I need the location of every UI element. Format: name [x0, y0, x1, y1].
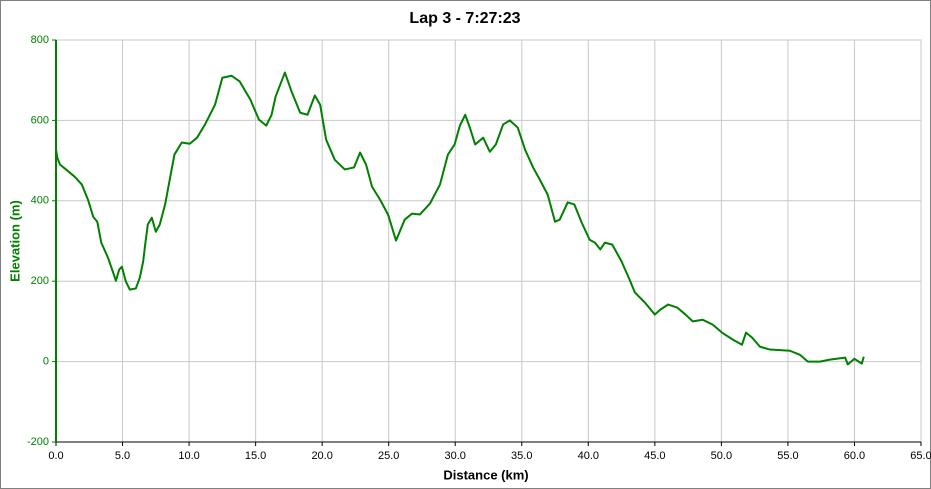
plot-area	[55, 39, 922, 443]
x-tick-label: 45.0	[644, 450, 665, 462]
y-tick-label: 600	[31, 114, 49, 126]
y-tick-label: -200	[27, 436, 49, 448]
y-tick-label: 400	[31, 195, 49, 207]
x-tick-label: 50.0	[711, 450, 732, 462]
x-tick-label: 65.0	[910, 450, 931, 462]
x-tick-label: 10.0	[178, 450, 199, 462]
x-tick-label: 30.0	[445, 450, 466, 462]
x-tick-label: 5.0	[115, 450, 130, 462]
x-axis-label: Distance (km)	[443, 467, 528, 482]
x-tick-label: 20.0	[311, 450, 332, 462]
y-axis-label: Elevation (m)	[7, 200, 22, 282]
x-tick-label: 55.0	[777, 450, 798, 462]
elevation-line	[55, 71, 865, 366]
y-tick-label: 0	[43, 356, 49, 368]
y-tick-label: 200	[31, 275, 49, 287]
y-tick-label: 800	[31, 34, 49, 46]
chart-title: Lap 3 - 7:27:23	[409, 10, 520, 27]
x-tick-label: 15.0	[245, 450, 266, 462]
x-tick-label: 60.0	[844, 450, 865, 462]
x-tick-label: 40.0	[578, 450, 599, 462]
x-tick-label: 25.0	[378, 450, 399, 462]
x-tick-label: 35.0	[511, 450, 532, 462]
x-tick-label: 0.0	[48, 450, 63, 462]
